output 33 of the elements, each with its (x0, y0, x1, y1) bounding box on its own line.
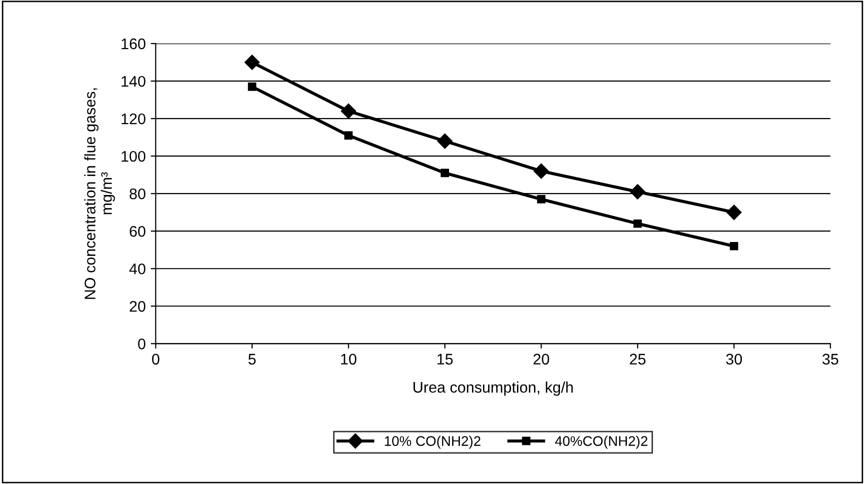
x-tick-label: 5 (248, 354, 256, 365)
point (537, 195, 546, 204)
point (344, 131, 353, 140)
x-tick-label: 25 (630, 354, 646, 365)
y-tick-label: 40 (129, 263, 146, 274)
y-tick-label: 140 (122, 76, 146, 87)
point (534, 164, 549, 179)
y-axis-title: NO concentration in flue gases, mg/m³ (84, 88, 115, 299)
point (633, 219, 642, 228)
point (726, 204, 742, 220)
x-tick-label: 30 (726, 354, 742, 365)
x-tick-label: 0 (152, 354, 160, 365)
x-tick-label: 15 (438, 354, 453, 365)
x-axis-title: Urea consumption, kg/h (414, 381, 573, 396)
y-tick-label: 160 (122, 38, 146, 50)
point (440, 168, 450, 178)
x-tick-label: 10 (341, 354, 356, 365)
y-tick-label: 100 (122, 150, 146, 162)
point (437, 134, 452, 149)
y-tick-label: 60 (130, 226, 146, 237)
point (630, 184, 646, 200)
legend-label: 10% CO(NH2)2 (384, 436, 480, 449)
x-tick-label: 35 (822, 354, 838, 365)
point (340, 104, 356, 119)
point (248, 82, 256, 91)
y-tick-label: 20 (130, 301, 146, 312)
x-tick-label: 20 (534, 354, 550, 365)
legend-label: 40%CO(NH2)2 (555, 436, 648, 449)
point (730, 242, 738, 250)
y-tick-label: 0 (138, 338, 146, 350)
point (244, 54, 260, 70)
y-tick-label: 120 (122, 113, 146, 124)
y-tick-label: 80 (130, 188, 146, 200)
